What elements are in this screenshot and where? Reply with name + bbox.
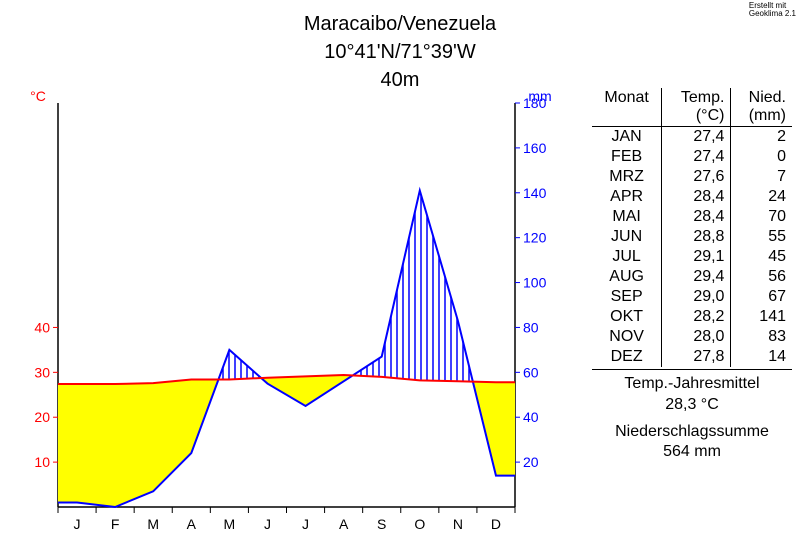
cell-temp: 27,6 (662, 167, 731, 187)
cell-temp: 29,4 (662, 267, 731, 287)
cell-month: DEZ (592, 347, 662, 367)
cell-temp: 27,8 (662, 347, 731, 367)
cell-precip: 70 (731, 207, 792, 227)
table-row: NOV 28,0 83 (592, 327, 792, 347)
svg-text:20: 20 (523, 454, 539, 470)
precip-sum-value: 564 mm (592, 442, 792, 463)
svg-text:F: F (111, 516, 120, 532)
cell-precip: 7 (731, 167, 792, 187)
cell-month: JUL (592, 247, 662, 267)
cell-precip: 67 (731, 287, 792, 307)
svg-text:10: 10 (34, 454, 50, 470)
svg-text:A: A (339, 516, 349, 532)
table-row: SEP 29,0 67 (592, 287, 792, 307)
cell-precip: 24 (731, 187, 792, 207)
cell-precip: 141 (731, 307, 792, 327)
svg-text:S: S (377, 516, 386, 532)
svg-text:M: M (224, 516, 236, 532)
svg-text:30: 30 (34, 364, 50, 380)
temp-mean-value: 28,3 °C (592, 395, 792, 416)
cell-temp: 28,0 (662, 327, 731, 347)
col-precip: Nied.(mm) (731, 88, 792, 127)
cell-precip: 56 (731, 267, 792, 287)
location-title: Maracaibo/Venezuela (190, 10, 610, 38)
cell-month: JAN (592, 127, 662, 148)
cell-precip: 83 (731, 327, 792, 347)
cell-month: AUG (592, 267, 662, 287)
svg-text:D: D (491, 516, 501, 532)
table-row: JUN 28,8 55 (592, 227, 792, 247)
svg-text:80: 80 (523, 319, 539, 335)
svg-text:M: M (147, 516, 159, 532)
cell-temp: 29,1 (662, 247, 731, 267)
svg-text:160: 160 (523, 140, 547, 156)
cell-month: NOV (592, 327, 662, 347)
climate-table: Monat Temp.(°C) Nied.(mm) JAN 27,4 2FEB … (592, 88, 792, 367)
table-row: FEB 27,4 0 (592, 147, 792, 167)
table-row: OKT 28,2 141 (592, 307, 792, 327)
svg-text:40: 40 (34, 319, 50, 335)
cell-precip: 2 (731, 127, 792, 148)
svg-text:mm: mm (528, 88, 551, 104)
table-row: DEZ 27,8 14 (592, 347, 792, 367)
temp-mean-label: Temp.-Jahresmittel (592, 374, 792, 395)
svg-text:J: J (302, 516, 309, 532)
cell-month: FEB (592, 147, 662, 167)
cell-temp: 28,4 (662, 207, 731, 227)
col-temp: Temp.(°C) (662, 88, 731, 127)
table-row: JAN 27,4 2 (592, 127, 792, 148)
table-row: MAI 28,4 70 (592, 207, 792, 227)
cell-temp: 27,4 (662, 147, 731, 167)
col-month: Monat (592, 88, 662, 127)
cell-precip: 14 (731, 347, 792, 367)
svg-text:A: A (187, 516, 197, 532)
data-table-container: Monat Temp.(°C) Nied.(mm) JAN 27,4 2FEB … (592, 88, 792, 463)
cell-temp: 28,8 (662, 227, 731, 247)
svg-text:120: 120 (523, 230, 547, 246)
cell-temp: 29,0 (662, 287, 731, 307)
svg-text:J: J (264, 516, 271, 532)
coordinates: 10°41'N/71°39'W (190, 38, 610, 66)
svg-text:20: 20 (34, 409, 50, 425)
cell-precip: 55 (731, 227, 792, 247)
cell-month: JUN (592, 227, 662, 247)
precip-sum-summary: Niederschlagssumme 564 mm (592, 422, 792, 464)
svg-text:°C: °C (30, 88, 46, 104)
svg-text:O: O (414, 516, 425, 532)
climate-chart: J F M A M J J A S O N D 10 20 30 40 °C 20 40 60 80 100 120 140 1… (10, 85, 570, 545)
cell-month: MRZ (592, 167, 662, 187)
cell-precip: 45 (731, 247, 792, 267)
precip-sum-label: Niederschlagssumme (592, 422, 792, 443)
cell-month: MAI (592, 207, 662, 227)
attribution-text: Erstellt mitGeoklima 2.1 (749, 2, 796, 18)
chart-svg: J F M A M J J A S O N D 10 20 30 40 °C 20 40 60 80 100 120 140 1… (10, 85, 570, 545)
table-row: APR 28,4 24 (592, 187, 792, 207)
table-row: AUG 29,4 56 (592, 267, 792, 287)
cell-temp: 28,2 (662, 307, 731, 327)
svg-text:60: 60 (523, 364, 539, 380)
svg-text:100: 100 (523, 275, 547, 291)
cell-month: OKT (592, 307, 662, 327)
svg-text:N: N (453, 516, 463, 532)
cell-month: APR (592, 187, 662, 207)
cell-precip: 0 (731, 147, 792, 167)
svg-text:40: 40 (523, 409, 539, 425)
cell-temp: 28,4 (662, 187, 731, 207)
table-row: JUL 29,1 45 (592, 247, 792, 267)
cell-temp: 27,4 (662, 127, 731, 148)
table-header-row: Monat Temp.(°C) Nied.(mm) (592, 88, 792, 127)
svg-text:J: J (74, 516, 81, 532)
table-row: MRZ 27,6 7 (592, 167, 792, 187)
temp-mean-summary: Temp.-Jahresmittel 28,3 °C (592, 374, 792, 416)
chart-header: Maracaibo/Venezuela 10°41'N/71°39'W 40m (0, 0, 800, 94)
cell-month: SEP (592, 287, 662, 307)
svg-text:140: 140 (523, 185, 547, 201)
